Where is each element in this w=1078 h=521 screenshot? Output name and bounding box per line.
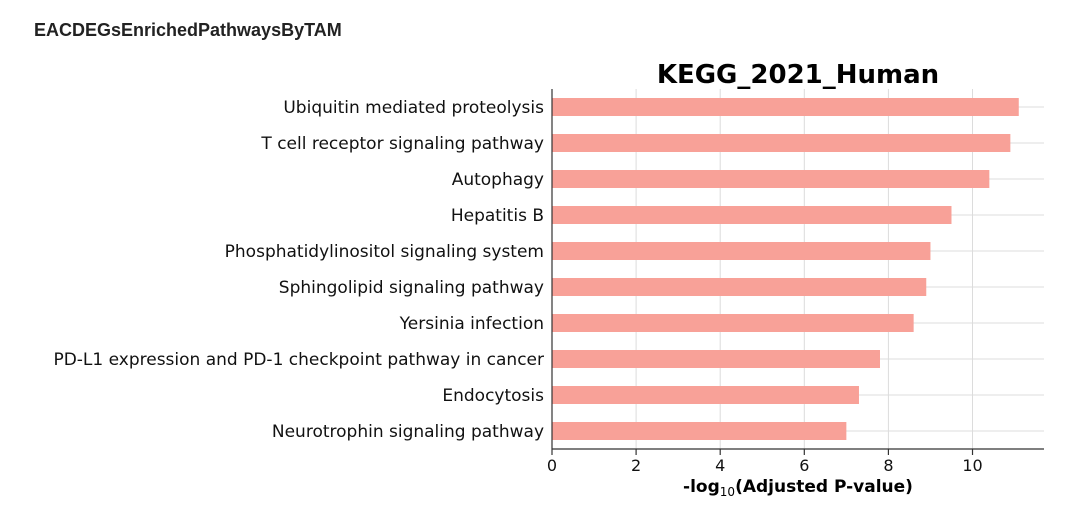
category-label: Ubiquitin mediated proteolysis [283,98,544,118]
x-tick-label: 0 [547,456,557,475]
bars [552,98,1019,440]
x-tick-label: 2 [631,456,641,475]
category-label: T cell receptor signaling pathway [260,134,544,154]
category-label: Endocytosis [442,386,544,406]
bar [552,422,847,440]
labels: Ubiquitin mediated proteolysis T cell rec… [53,98,982,475]
x-axis-label: -log10(Adjusted P-value) [683,477,913,499]
bar [552,278,927,296]
bar [552,134,1011,152]
x-tick-label: 4 [715,456,725,475]
category-label: Phosphatidylinositol signaling system [225,242,544,262]
category-label: Autophagy [452,170,544,190]
category-label: PD-L1 expression and PD-1 checkpoint pat… [53,350,544,370]
category-label: Neurotrophin signaling pathway [272,422,544,442]
category-label: Sphingolipid signaling pathway [279,278,544,298]
bar [552,170,990,188]
bar [552,206,952,224]
bar [552,350,880,368]
axes [551,89,1044,455]
bar [552,98,1019,116]
x-tick-label: 6 [799,456,809,475]
x-tick-label: 8 [883,456,893,475]
bar [552,242,931,260]
chart-title: KEGG_2021_Human [657,60,939,90]
bar [552,386,859,404]
bar [552,314,914,332]
x-tick-label: 10 [962,456,982,475]
page-title: EACDEGsEnrichedPathwaysByTAM [34,20,342,40]
category-label: Yersinia infection [399,314,544,334]
category-label: Hepatitis B [451,206,544,226]
